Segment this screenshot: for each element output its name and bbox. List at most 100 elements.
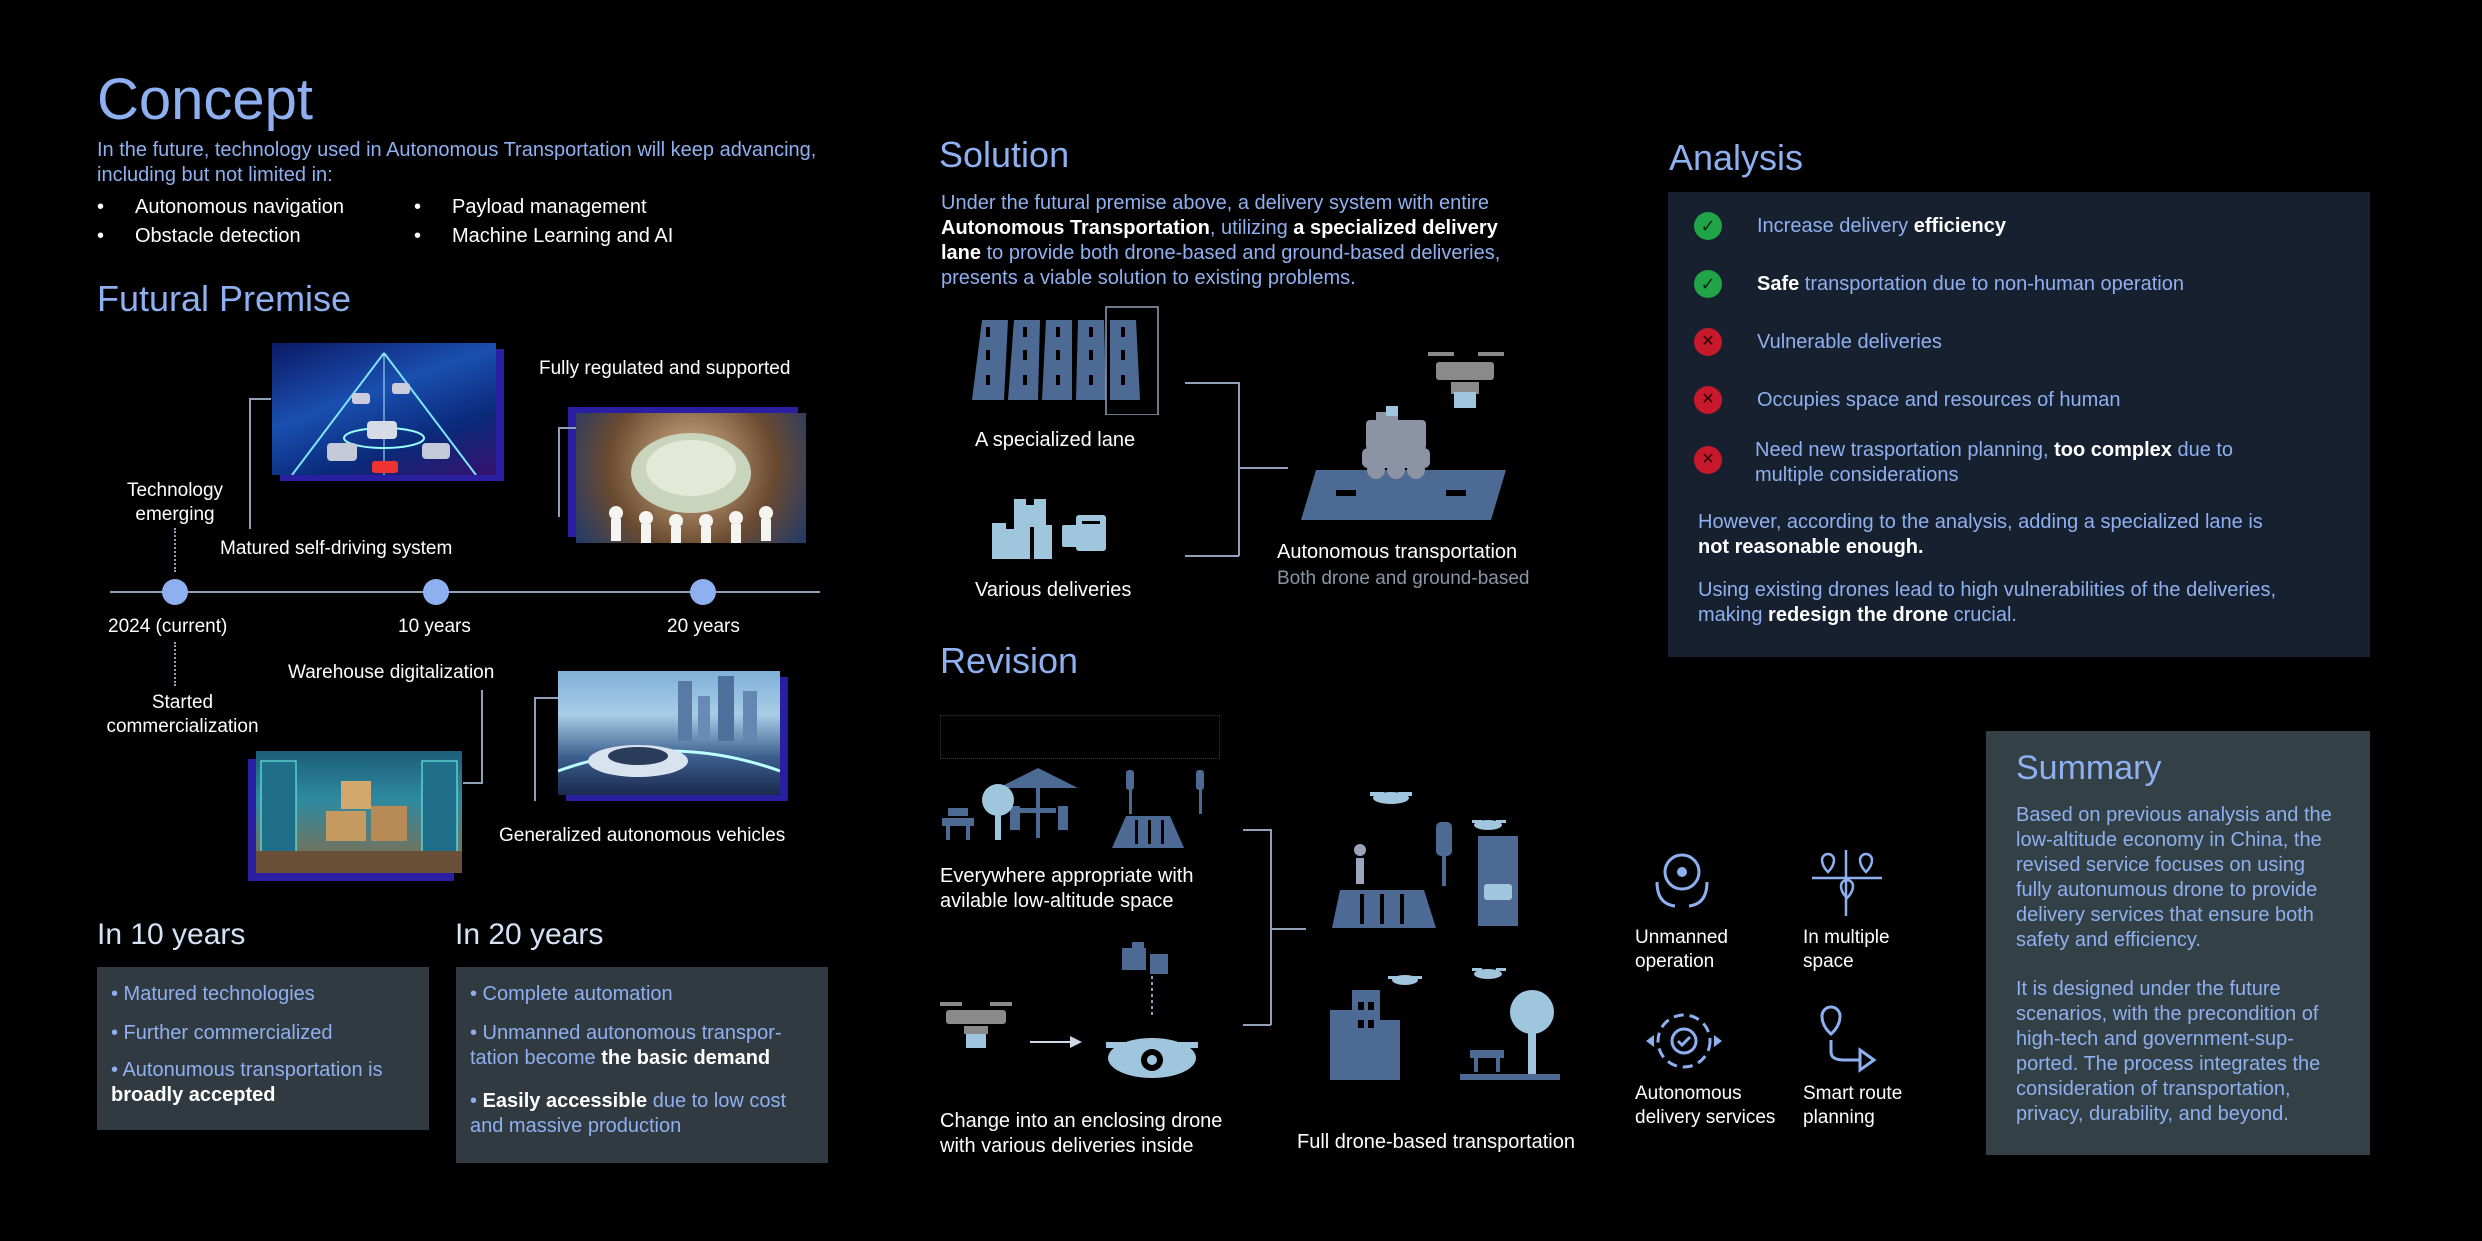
analysis-row: Increase delivery efficiency — [1757, 214, 2006, 239]
deliveries-icon — [992, 499, 1106, 559]
label-matured: Matured self-driving system — [220, 538, 453, 559]
summary-panel: Summary Based on previous analysis and t… — [1986, 731, 2370, 1155]
summary-title: Summary — [2016, 749, 2162, 787]
label-full-drone: Full drone-based transportation — [1297, 1131, 1575, 1153]
connector — [534, 697, 536, 801]
text: Based on previous analysis and the — [2016, 804, 2332, 826]
label-change-drone: Change into an enclosing drone with vari… — [940, 1109, 1222, 1159]
text: with various deliveries inside — [940, 1135, 1194, 1157]
analysis-row: Safe transportation due to non-human ope… — [1757, 272, 2184, 297]
ten-years-item: • Autonumous transportation is — [111, 1059, 383, 1081]
text: transportation due to non-human operatio… — [1799, 273, 2184, 295]
timeline-dot-2024 — [162, 579, 188, 605]
label-autonomous-sub: Both drone and ground-based — [1277, 568, 1530, 589]
label-everywhere: Everywhere appropriate with avilable low… — [940, 864, 1193, 914]
text: presents a viable solution to existing p… — [941, 267, 1356, 289]
text: high-tech and government-sup- — [2016, 1028, 2294, 1050]
revision-title: Revision — [940, 640, 1079, 681]
text: Autonomous — [1635, 1083, 1742, 1104]
text-bold: not reasonable enough — [1698, 536, 1919, 558]
text: However, according to the analysis, addi… — [1698, 511, 2263, 533]
text: ported. The process integrates the — [2016, 1053, 2321, 1075]
concept-bullets-left: Autonomous navigation Obstacle detection — [97, 193, 397, 251]
connector — [1238, 467, 1288, 469]
timeline-label-2024: 2024 (current) — [108, 616, 228, 637]
autonomous-delivery-icon — [1646, 1013, 1722, 1069]
text: • — [470, 1090, 483, 1112]
text: space — [1803, 951, 1854, 972]
cross-icon: ✕ — [1694, 446, 1722, 474]
label-tech-emerging: Technology emerging — [126, 480, 224, 525]
text: to provide both drone-based and ground-b… — [981, 242, 1501, 264]
analysis-conclusion-2: Using existing drones lead to high vulne… — [1698, 578, 2276, 628]
twenty-years-item: • Complete automation — [470, 983, 673, 1005]
text: Everywhere appropriate with — [940, 865, 1194, 887]
text: tation become — [470, 1047, 602, 1069]
autonomous-transportation-icon — [1301, 352, 1506, 520]
ten-years-box: • Matured technologies • Further commerc… — [97, 967, 429, 1130]
connector — [1243, 1024, 1271, 1026]
text: multiple considerations — [1755, 464, 1959, 486]
ten-years-item-bold: broadly accepted — [111, 1084, 276, 1106]
check-icon: ✓ — [1694, 212, 1722, 240]
text: , utilizing — [1209, 217, 1294, 239]
connector — [481, 690, 483, 782]
text-bold: the basic demand — [601, 1047, 771, 1069]
concept-title: Concept — [97, 67, 314, 132]
text: Increase delivery — [1757, 215, 1914, 237]
warehouse-photo — [256, 751, 462, 873]
text: due to low cost — [647, 1090, 787, 1112]
label-generalized: Generalized autonomous vehicles — [499, 825, 786, 846]
cross-icon: ✕ — [1694, 328, 1722, 356]
twenty-years-item: • Easily accessible due to low cost — [470, 1089, 786, 1114]
text: Unmanned — [1635, 927, 1728, 948]
text: crucial. — [1948, 604, 2017, 626]
label-specialized-lane: A specialized lane — [975, 429, 1136, 451]
text-bold: Autonomous Transportation — [941, 217, 1210, 239]
twenty-years-title: In 20 years — [455, 918, 604, 951]
feature-multiple-space: In multiple space — [1803, 926, 1890, 974]
label-warehouse: Warehouse digitalization — [288, 662, 495, 683]
full-drone-transportation-icon — [1330, 792, 1560, 1080]
concept-bullet: Payload management — [414, 193, 714, 222]
placeholder-frame — [940, 715, 1220, 759]
text: It is designed under the future — [2016, 978, 2281, 1000]
twenty-years-item: tation become the basic demand — [470, 1046, 770, 1071]
connector — [1243, 829, 1271, 831]
twenty-years-box: • Complete automation • Unmanned autonom… — [456, 967, 828, 1163]
text: privacy, durability, and beyond. — [2016, 1103, 2289, 1125]
feature-autonomous-delivery: Autonomous delivery services — [1635, 1082, 1775, 1130]
specialized-lane-icon — [972, 306, 1159, 415]
text: . — [1918, 536, 1924, 558]
connector — [1270, 829, 1272, 1025]
text: Under the futural premise above, a deliv… — [941, 192, 1490, 214]
text: low-altitude economy in China, the — [2016, 829, 2322, 851]
label-regulated: Fully regulated and supported — [539, 358, 791, 379]
enclosing-drone-icon — [940, 942, 1198, 1078]
twenty-years-item: and massive production — [470, 1115, 682, 1137]
text-bold: efficiency — [1913, 215, 2007, 237]
connector — [534, 697, 558, 699]
text: safety and efficiency. — [2016, 929, 2201, 951]
label-autonomous-transportation: Autonomous transportation — [1277, 541, 1518, 563]
text: Change into an enclosing drone — [940, 1110, 1223, 1132]
multiple-space-icon — [1812, 850, 1882, 916]
connector — [1185, 555, 1239, 557]
connector — [463, 782, 483, 784]
vehicle-photo — [558, 671, 780, 795]
connector — [249, 398, 271, 400]
text: planning — [1803, 1107, 1875, 1128]
feature-unmanned: Unmanned operation — [1635, 926, 1728, 974]
text: delivery services that ensure both — [2016, 904, 2314, 926]
premise-title: Futural Premise — [97, 278, 352, 319]
text: consideration of transportation, — [2016, 1078, 2291, 1100]
text-bold: Easily accessible — [482, 1090, 648, 1112]
analysis-row: Need new trasportation planning, too com… — [1755, 438, 2233, 488]
text: Need new trasportation planning, — [1755, 439, 2055, 461]
connector — [1185, 382, 1239, 384]
cross-icon: ✕ — [1694, 386, 1722, 414]
timeline-axis — [110, 591, 820, 593]
concept-bullet: Autonomous navigation — [97, 193, 397, 222]
text: delivery services — [1635, 1107, 1776, 1128]
connector — [558, 427, 576, 429]
